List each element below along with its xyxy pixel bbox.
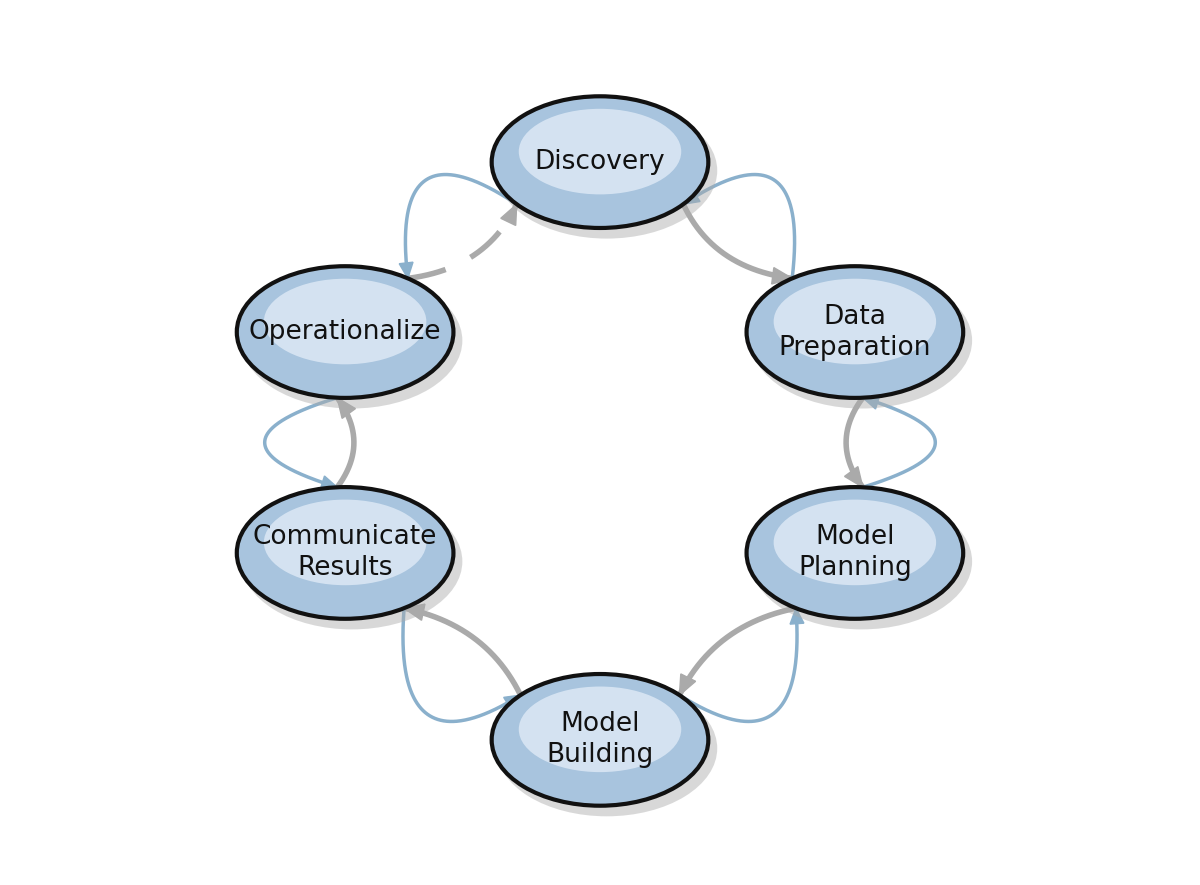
Ellipse shape [264,500,426,585]
Ellipse shape [774,500,936,585]
Polygon shape [772,267,792,284]
Polygon shape [404,604,425,620]
Ellipse shape [751,494,972,629]
Ellipse shape [264,279,426,365]
Polygon shape [845,466,863,488]
Polygon shape [504,695,521,709]
Polygon shape [683,190,700,204]
Ellipse shape [241,494,462,629]
Polygon shape [790,608,804,624]
Text: Communicate
Results: Communicate Results [253,525,437,581]
Ellipse shape [492,674,708,805]
Ellipse shape [497,681,718,816]
Ellipse shape [241,273,462,409]
Ellipse shape [746,487,964,619]
Ellipse shape [751,273,972,409]
Ellipse shape [497,103,718,239]
Text: Discovery: Discovery [535,150,665,175]
Ellipse shape [236,266,454,398]
Ellipse shape [236,487,454,619]
Polygon shape [400,262,413,279]
Polygon shape [337,397,355,419]
Ellipse shape [492,96,708,228]
Text: Model
Building: Model Building [546,712,654,768]
Ellipse shape [774,279,936,365]
Ellipse shape [518,109,682,195]
Text: Model
Planning: Model Planning [798,525,912,581]
Ellipse shape [518,687,682,772]
Polygon shape [679,673,696,695]
Polygon shape [500,204,517,226]
Text: Data
Preparation: Data Preparation [779,304,931,360]
Text: Operationalize: Operationalize [248,319,442,345]
Polygon shape [320,476,337,489]
Polygon shape [863,396,880,409]
Ellipse shape [746,266,964,398]
